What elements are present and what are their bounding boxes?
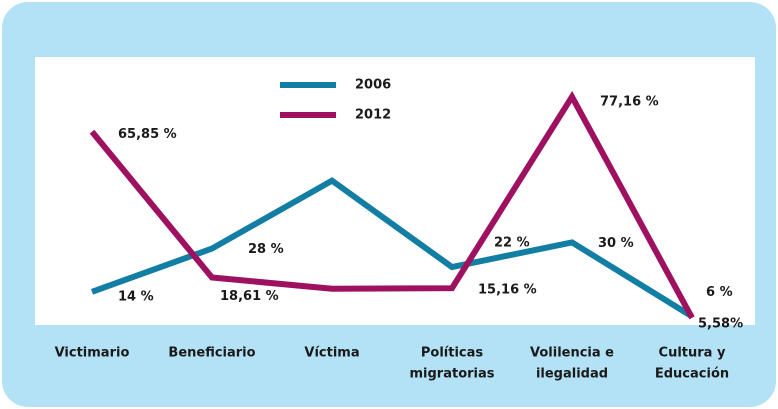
series-line: [89, 90, 695, 320]
x-tick-label: Cultura y: [659, 346, 726, 361]
legend-label: 2006: [355, 78, 391, 93]
x-tick-label: Beneficiario: [168, 346, 255, 361]
x-tick-label: Victimario: [55, 346, 130, 361]
x-tick-label: Víctima: [304, 346, 359, 361]
data-label: 5,58%: [698, 316, 743, 331]
data-label: 14 %: [118, 289, 154, 304]
data-label: 65,85 %: [118, 127, 177, 142]
x-tick-label: ilegalidad: [536, 367, 608, 382]
legend-label: 2012: [355, 108, 391, 123]
x-tick-label: Educación: [655, 367, 729, 382]
data-label: 30 %: [598, 236, 634, 251]
data-label: 15,16 %: [478, 283, 537, 298]
x-tick-label: migratorias: [409, 367, 494, 382]
data-label: 18,61 %: [220, 289, 279, 304]
data-label: 28 %: [248, 242, 284, 257]
x-tick-label: Políticas: [421, 346, 484, 361]
data-label: 6 %: [706, 285, 733, 300]
data-label: 22 %: [494, 236, 530, 251]
data-label: 77,16 %: [600, 94, 659, 109]
x-tick-label: Volilencia e: [530, 346, 614, 361]
